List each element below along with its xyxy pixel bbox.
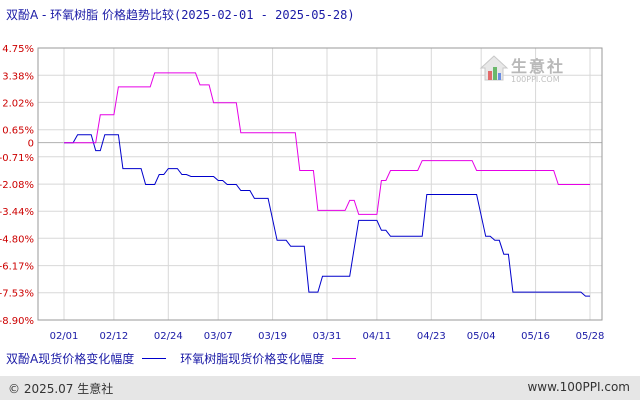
- watermark-logo: 生意社 100PPI.COM: [479, 53, 579, 93]
- legend-label-series1: 双酚A现货价格变化幅度: [6, 352, 135, 366]
- tick-label-layer: 4.75% 3.38% 2.02% 0.65% 0 -0.71% -2.08% -3.44% -…: [0, 44, 604, 342]
- x-tick-label: 02/24: [154, 331, 183, 342]
- x-tick-label: 02/12: [99, 331, 128, 342]
- y-tick-label: -8.90%: [0, 316, 34, 327]
- legend-item-series2: 环氧树脂现货价格变化幅度: [180, 350, 357, 367]
- x-tick-label: 05/28: [576, 331, 605, 342]
- series-line-1: [64, 134, 590, 297]
- chart-title-range: (2025-02-01 - 2025-05-28): [173, 8, 355, 22]
- y-tick-label: 3.38%: [2, 71, 34, 82]
- x-tick-label: 04/11: [362, 331, 391, 342]
- x-tick-label: 03/07: [204, 331, 233, 342]
- y-tick-label: 2.02%: [2, 98, 34, 109]
- y-tick-label: -7.53%: [0, 289, 34, 300]
- legend-swatch-series1: [142, 358, 167, 359]
- x-tick-label: 03/19: [258, 331, 287, 342]
- y-tick-label: -2.08%: [0, 180, 34, 191]
- house-logo-icon: [479, 55, 509, 81]
- x-tick-label: 02/01: [50, 331, 79, 342]
- grid-layer: [38, 47, 602, 321]
- watermark-subtext: 100PPI.COM: [511, 75, 560, 84]
- legend-label-series2: 环氧树脂现货价格变化幅度: [180, 352, 325, 366]
- series-layer: [64, 72, 590, 297]
- y-tick-label: -4.80%: [0, 234, 34, 245]
- y-tick-label: -3.44%: [0, 207, 34, 218]
- chart-title: 双酚A - 环氧树脂 价格趋势比较(2025-02-01 - 2025-05-2…: [6, 6, 355, 23]
- footer-bar: © 2025.07 生意社 www.100PPI.com: [0, 376, 640, 400]
- footer-url[interactable]: www.100PPI.com: [527, 380, 630, 394]
- y-tick-label: -0.71%: [0, 153, 34, 164]
- x-tick-label: 05/16: [521, 331, 550, 342]
- line-chart: 4.75% 3.38% 2.02% 0.65% 0 -0.71% -2.08% -3.44% -…: [0, 44, 604, 342]
- legend-item-series1: 双酚A现货价格变化幅度: [6, 350, 167, 367]
- series-line-2: [64, 72, 590, 215]
- axis-layer: [37, 47, 603, 321]
- plot-border: [37, 47, 603, 321]
- y-tick-label: 0: [28, 139, 34, 150]
- watermark-text: 生意社: [511, 57, 566, 76]
- y-tick-label: 0.65%: [2, 126, 34, 137]
- footer-copyright: © 2025.07 生意社: [8, 382, 114, 396]
- x-tick-label: 05/04: [467, 331, 496, 342]
- y-tick-label: 4.75%: [2, 44, 34, 55]
- legend-swatch-series2: [332, 358, 357, 359]
- y-tick-label: -6.17%: [0, 262, 34, 273]
- chart-legend: 双酚A现货价格变化幅度 环氧树脂现货价格变化幅度: [6, 350, 370, 367]
- x-tick-label: 03/31: [313, 331, 342, 342]
- chart-title-main: 双酚A - 环氧树脂 价格趋势比较: [6, 8, 174, 22]
- x-tick-label: 04/23: [417, 331, 446, 342]
